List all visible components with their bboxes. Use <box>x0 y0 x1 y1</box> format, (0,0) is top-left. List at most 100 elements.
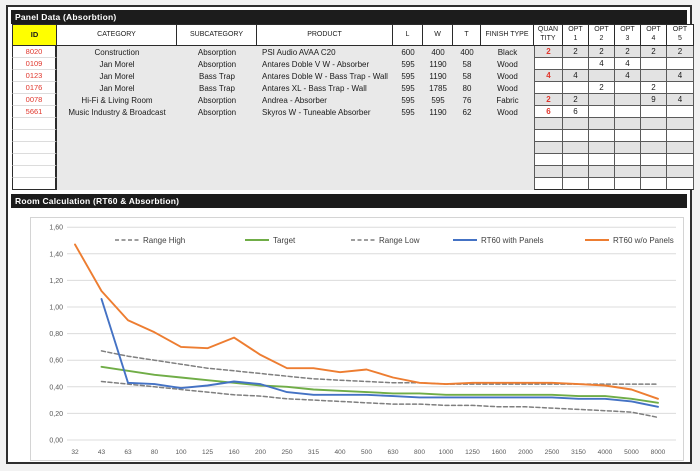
cell-opt-2[interactable]: 2 <box>589 46 615 58</box>
cell-id[interactable]: 5661 <box>12 106 57 118</box>
cell-opt-1[interactable] <box>563 178 589 190</box>
cell-length[interactable] <box>393 154 423 166</box>
cell-width[interactable] <box>423 118 453 130</box>
cell-opt-1[interactable] <box>563 154 589 166</box>
cell-opt-4[interactable] <box>641 118 667 130</box>
cell-thickness[interactable]: 58 <box>453 58 481 70</box>
cell-opt-1[interactable] <box>563 130 589 142</box>
cell-width[interactable] <box>423 166 453 178</box>
cell-thickness[interactable] <box>453 118 481 130</box>
cell-category[interactable]: Construction <box>57 46 177 58</box>
cell-width[interactable]: 1190 <box>423 70 453 82</box>
cell-product[interactable]: Skyros W - Tuneable Absorber <box>257 106 393 118</box>
cell-subcategory[interactable] <box>177 166 257 178</box>
cell-opt-4[interactable]: 2 <box>641 46 667 58</box>
cell-thickness[interactable] <box>453 166 481 178</box>
cell-id[interactable]: 0123 <box>12 70 57 82</box>
cell-category[interactable] <box>57 154 177 166</box>
cell-thickness[interactable]: 58 <box>453 70 481 82</box>
cell-category[interactable] <box>57 142 177 154</box>
cell-finish-type[interactable]: Wood <box>481 106 534 118</box>
cell-thickness[interactable]: 62 <box>453 106 481 118</box>
cell-opt-1[interactable] <box>563 166 589 178</box>
cell-id[interactable] <box>12 118 57 130</box>
cell-subcategory[interactable]: Absorption <box>177 94 257 106</box>
cell-length[interactable]: 595 <box>393 70 423 82</box>
cell-opt-2[interactable] <box>589 118 615 130</box>
cell-opt-5[interactable] <box>667 118 694 130</box>
cell-id[interactable]: 8020 <box>12 46 57 58</box>
cell-opt-3[interactable]: 4 <box>615 58 641 70</box>
cell-length[interactable]: 595 <box>393 82 423 94</box>
cell-opt-4[interactable] <box>641 166 667 178</box>
cell-id[interactable]: 0109 <box>12 58 57 70</box>
cell-quantity[interactable] <box>534 58 563 70</box>
cell-category[interactable] <box>57 118 177 130</box>
cell-opt-5[interactable] <box>667 106 694 118</box>
cell-product[interactable] <box>257 142 393 154</box>
cell-opt-1[interactable] <box>563 142 589 154</box>
cell-opt-1[interactable]: 2 <box>563 94 589 106</box>
cell-finish-type[interactable] <box>481 154 534 166</box>
cell-quantity[interactable] <box>534 118 563 130</box>
cell-opt-1[interactable] <box>563 118 589 130</box>
cell-quantity[interactable] <box>534 166 563 178</box>
cell-opt-2[interactable] <box>589 178 615 190</box>
cell-opt-1[interactable]: 2 <box>563 46 589 58</box>
cell-thickness[interactable] <box>453 130 481 142</box>
cell-opt-3[interactable]: 4 <box>615 70 641 82</box>
cell-length[interactable]: 595 <box>393 58 423 70</box>
cell-product[interactable]: Antares XL - Bass Trap - Wall <box>257 82 393 94</box>
cell-category[interactable] <box>57 166 177 178</box>
cell-opt-3[interactable] <box>615 142 641 154</box>
cell-product[interactable]: Antares Doble V W - Absorber <box>257 58 393 70</box>
cell-category[interactable]: Jan Morel <box>57 70 177 82</box>
cell-opt-2[interactable]: 2 <box>589 82 615 94</box>
cell-opt-4[interactable] <box>641 106 667 118</box>
cell-finish-type[interactable] <box>481 178 534 190</box>
cell-opt-4[interactable] <box>641 130 667 142</box>
cell-category[interactable]: Music Industry & Broadcast <box>57 106 177 118</box>
rt60-chart[interactable]: 0,00 0,20 0,40 0,60 0,80 1,00 1,20 1,40 1,60 32 43… <box>30 217 684 461</box>
cell-id[interactable]: 0176 <box>12 82 57 94</box>
cell-id[interactable] <box>12 166 57 178</box>
cell-opt-3[interactable] <box>615 118 641 130</box>
cell-opt-3[interactable] <box>615 82 641 94</box>
cell-opt-5[interactable] <box>667 130 694 142</box>
cell-thickness[interactable] <box>453 142 481 154</box>
cell-quantity[interactable] <box>534 178 563 190</box>
cell-opt-5[interactable]: 2 <box>667 46 694 58</box>
cell-length[interactable] <box>393 142 423 154</box>
cell-width[interactable] <box>423 154 453 166</box>
cell-opt-4[interactable] <box>641 142 667 154</box>
cell-opt-5[interactable] <box>667 154 694 166</box>
cell-opt-3[interactable] <box>615 154 641 166</box>
cell-thickness[interactable]: 76 <box>453 94 481 106</box>
cell-length[interactable]: 600 <box>393 46 423 58</box>
cell-subcategory[interactable] <box>177 178 257 190</box>
cell-category[interactable] <box>57 130 177 142</box>
cell-opt-3[interactable] <box>615 94 641 106</box>
cell-opt-3[interactable]: 2 <box>615 46 641 58</box>
cell-length[interactable] <box>393 178 423 190</box>
cell-quantity[interactable]: 6 <box>534 106 563 118</box>
cell-opt-3[interactable] <box>615 106 641 118</box>
cell-quantity[interactable]: 4 <box>534 70 563 82</box>
cell-category[interactable]: Jan Morel <box>57 58 177 70</box>
cell-width[interactable]: 595 <box>423 94 453 106</box>
cell-subcategory[interactable] <box>177 118 257 130</box>
cell-opt-5[interactable] <box>667 166 694 178</box>
cell-opt-5[interactable]: 4 <box>667 94 694 106</box>
cell-opt-5[interactable] <box>667 82 694 94</box>
cell-opt-4[interactable] <box>641 58 667 70</box>
cell-product[interactable] <box>257 154 393 166</box>
cell-product[interactable] <box>257 178 393 190</box>
cell-width[interactable]: 1190 <box>423 106 453 118</box>
cell-thickness[interactable]: 80 <box>453 82 481 94</box>
cell-subcategory[interactable] <box>177 154 257 166</box>
cell-subcategory[interactable]: Absorption <box>177 106 257 118</box>
cell-id[interactable] <box>12 178 57 190</box>
cell-width[interactable] <box>423 178 453 190</box>
cell-finish-type[interactable]: Black <box>481 46 534 58</box>
cell-product[interactable]: Andrea - Absorber <box>257 94 393 106</box>
